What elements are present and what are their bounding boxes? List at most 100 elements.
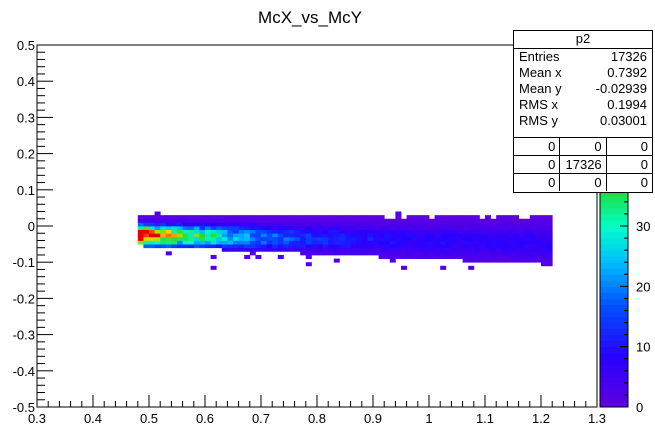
heatmap-cell: [524, 226, 531, 231]
heatmap-cell: [389, 229, 396, 234]
heatmap-cell: [216, 222, 223, 227]
heatmap-cell: [283, 222, 290, 227]
heatmap-cell: [305, 240, 312, 245]
heatmap-cell: [289, 236, 295, 241]
heatmap-cell: [361, 229, 368, 234]
heatmap-cell: [210, 222, 217, 227]
heatmap-cell: [395, 244, 402, 249]
heatmap-cell: [417, 254, 424, 259]
heatmap-cell: [345, 222, 351, 227]
heatmap-cell: [434, 218, 441, 223]
heatmap-cell: [350, 236, 357, 241]
heatmap-cell: [182, 240, 189, 245]
y-tick-label: 0.4: [17, 74, 35, 89]
heatmap-cell: [462, 236, 469, 241]
heatmap-cell: [277, 226, 284, 231]
heatmap-cell: [412, 240, 419, 245]
heatmap-cell: [384, 222, 391, 227]
heatmap-cell: [535, 233, 542, 238]
heatmap-cell: [524, 236, 531, 241]
heatmap-cell: [182, 215, 189, 220]
heatmap-cell: [244, 229, 251, 234]
heatmap-cell: [193, 222, 200, 227]
heatmap-cell: [171, 236, 178, 241]
heatmap-cell: [216, 215, 223, 220]
heatmap-cell: [513, 218, 519, 223]
heatmap-cell: [277, 218, 284, 223]
heatmap-cell: [529, 226, 536, 231]
stats-value: -0.02939: [595, 81, 647, 96]
heatmap-cell: [177, 236, 183, 241]
heatmap-cell: [339, 251, 346, 256]
heatmap-cell: [233, 222, 239, 227]
heatmap-cell: [356, 229, 363, 234]
heatmap-cell: [451, 254, 458, 259]
heatmap-cell: [210, 240, 217, 245]
palette-segment: [600, 256, 628, 263]
heatmap-cell: [244, 244, 251, 249]
heatmap-cell: [361, 233, 368, 238]
heatmap-cell: [501, 218, 508, 223]
heatmap-cell: [440, 218, 447, 223]
heatmap-cell: [277, 229, 284, 234]
heatmap-cell: [199, 240, 206, 245]
palette-segment: [600, 364, 628, 372]
heatmap-cell: [361, 215, 368, 220]
heatmap-cell: [535, 215, 542, 220]
heatmap-cell: [395, 211, 402, 216]
heatmap-cell: [479, 258, 486, 263]
heatmap-cell: [395, 254, 402, 259]
heatmap-cell: [445, 215, 452, 220]
heatmap-cell: [473, 215, 480, 220]
heatmap-cell: [261, 240, 267, 245]
heatmap-cell: [333, 236, 340, 241]
heatmap-cell: [373, 226, 379, 231]
heatmap-cell: [373, 244, 379, 249]
heatmap-cell: [283, 226, 290, 231]
heatmap-cell: [165, 218, 172, 223]
heatmap-cell: [501, 258, 508, 263]
z-tick-label: 20: [636, 279, 650, 294]
heatmap-cell: [479, 240, 486, 245]
heatmap-cell: [417, 226, 424, 231]
x-tick-label: 0.4: [84, 411, 102, 426]
heatmap-cell: [541, 236, 547, 241]
heatmap-cell: [389, 247, 396, 252]
heatmap-cell: [485, 236, 491, 241]
heatmap-cell: [462, 258, 469, 263]
heatmap-cell: [473, 226, 480, 231]
heatmap-cell: [350, 218, 357, 223]
heatmap-cell: [451, 215, 458, 220]
heatmap-cell: [328, 244, 335, 249]
heatmap-cell: [333, 229, 340, 234]
heatmap-cell: [501, 222, 508, 227]
heatmap-cell: [322, 229, 329, 234]
heatmap-cell: [401, 233, 407, 238]
heatmap-cell: [462, 251, 469, 256]
heatmap-cell: [445, 240, 452, 245]
heatmap-cell: [137, 240, 144, 245]
heatmap-cell: [350, 251, 357, 256]
heatmap-cell: [328, 222, 335, 227]
x-tick-label: 1.2: [532, 411, 550, 426]
heatmap-cell: [221, 240, 228, 245]
heatmap-cell: [160, 215, 167, 220]
stats-value: 0.03001: [600, 113, 647, 128]
heatmap-cell: [216, 236, 223, 241]
heatmap-cell: [182, 236, 189, 241]
heatmap-cell: [244, 215, 251, 220]
heatmap-cell: [434, 226, 441, 231]
heatmap-cell: [272, 222, 279, 227]
heatmap-cell: [238, 240, 245, 245]
heatmap-cell: [283, 218, 290, 223]
heatmap-cell: [373, 236, 379, 241]
stats-value: 17326: [610, 49, 647, 64]
heatmap-cell: [350, 247, 357, 252]
heatmap-cell: [384, 226, 391, 231]
heatmap-cell: [328, 218, 335, 223]
heatmap-cell: [529, 233, 536, 238]
heatmap-cell: [356, 247, 363, 252]
heatmap-cell: [423, 251, 430, 256]
heatmap-cell: [322, 215, 329, 220]
heatmap-cell: [496, 233, 503, 238]
